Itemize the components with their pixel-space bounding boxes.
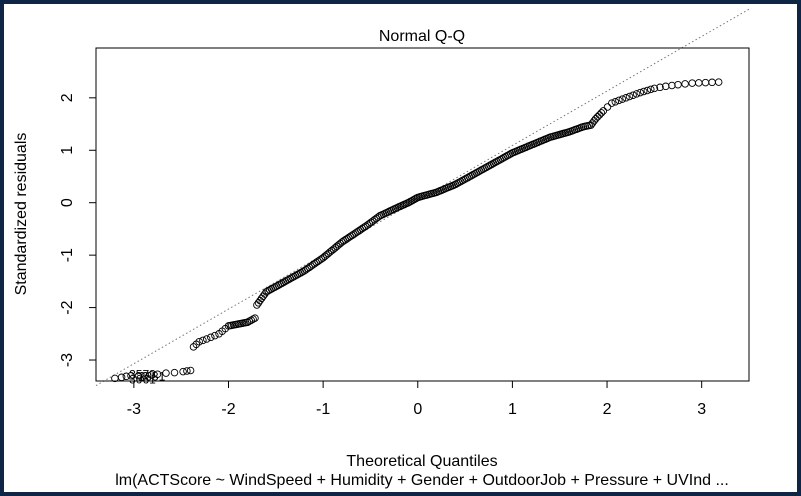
model-formula-caption: lm(ACTScore ~ WindSpeed + Humidity + Gen…: [115, 472, 729, 489]
chart-title: Normal Q-Q: [379, 28, 465, 45]
outlier-label: 3573: [129, 368, 156, 382]
data-point: [708, 78, 716, 87]
data-point: [695, 79, 703, 87]
data-point: [207, 333, 215, 342]
data-point: [650, 84, 659, 93]
x-tick-label: 0: [413, 401, 422, 418]
data-point: [625, 92, 634, 101]
y-tick-label: 2: [59, 93, 76, 102]
plot-frame: Normal Q-Q 3573 2881 3061 -3 -2 -1 0 1 2 3 -3 -2-…: [4, 4, 797, 492]
x-tick-label: 2: [603, 401, 612, 418]
data-point: [688, 79, 696, 87]
y-tick-label: -3: [59, 353, 76, 367]
data-point: [506, 150, 515, 158]
x-tick-label: -2: [221, 401, 235, 418]
data-point: [668, 81, 676, 90]
data-point: [595, 111, 604, 119]
y-tick-label: 1: [59, 146, 76, 155]
x-tick-label: 3: [697, 401, 706, 418]
y-tick-label: -2: [59, 300, 76, 314]
y-axis-label: Standardized residuals: [13, 133, 30, 296]
data-point: [189, 343, 198, 351]
data-point: [674, 80, 682, 89]
data-point: [249, 315, 257, 323]
data-point: [117, 373, 126, 382]
data-point: [597, 109, 606, 117]
data-point: [639, 87, 648, 96]
data-point: [647, 85, 655, 94]
y-tick-label: -1: [59, 248, 76, 262]
data-point: [636, 88, 644, 97]
data-point: [714, 78, 723, 86]
x-tick-label: 1: [508, 401, 517, 418]
plot-area-box: [95, 47, 750, 382]
data-point: [162, 369, 170, 377]
data-point: [611, 98, 620, 106]
data-point: [701, 78, 710, 87]
data-point: [186, 366, 195, 375]
data-point: [127, 372, 135, 380]
x-tick-label: -1: [316, 401, 330, 418]
data-point: [243, 318, 252, 327]
data-point: [629, 91, 637, 99]
data-point: [615, 96, 623, 105]
data-point: [632, 90, 641, 98]
data-point: [179, 367, 187, 376]
data-point: [251, 314, 259, 322]
data-point: [656, 83, 664, 92]
data-point: [183, 367, 191, 375]
y-axis: -3 -2 -1 0 1 2: [59, 93, 97, 367]
data-point: [245, 317, 254, 325]
data-point: [195, 337, 203, 346]
data-point: [643, 86, 652, 95]
data-point: [199, 336, 207, 345]
data-point: [681, 80, 689, 88]
data-point: [622, 94, 630, 102]
data-point: [599, 107, 608, 115]
data-point: [591, 115, 600, 123]
data-point: [211, 331, 219, 340]
data-point: [122, 372, 131, 381]
data-point: [412, 194, 420, 203]
data-point: [593, 113, 602, 121]
data-point: [603, 103, 612, 111]
data-point: [608, 99, 616, 107]
data-point: [247, 316, 255, 324]
x-tick-label: -3: [127, 401, 141, 418]
y-tick-label: 0: [59, 198, 76, 207]
x-axis-label: Theoretical Quantiles: [346, 453, 497, 470]
data-point: [170, 368, 179, 377]
data-point: [202, 335, 211, 343]
outlier-label: 3061: [129, 372, 156, 386]
data-points: [111, 78, 723, 383]
x-axis: -3 -2 -1 0 1 2 3: [127, 380, 706, 418]
data-point: [153, 370, 162, 378]
outlier-label: 2881: [139, 369, 166, 383]
data-point: [618, 95, 627, 103]
